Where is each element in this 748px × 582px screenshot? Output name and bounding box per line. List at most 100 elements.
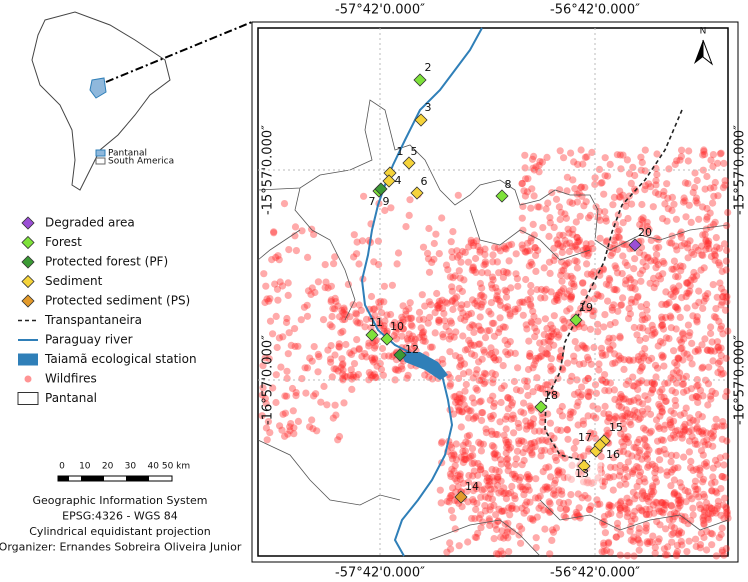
- wildfire-dot: [452, 398, 460, 407]
- wildfire-dot: [431, 309, 439, 317]
- wildfire-dot: [303, 364, 312, 372]
- scale-label: 0: [59, 462, 65, 472]
- wildfire-dot: [609, 360, 617, 368]
- wildfire-dot: [627, 421, 635, 429]
- wildfire-dot: [525, 352, 534, 360]
- wildfire-dot: [438, 355, 446, 363]
- wildfire-dot: [608, 304, 616, 312]
- wildfire-dot: [490, 332, 498, 340]
- wildfire-dot: [448, 287, 456, 295]
- wildfire-dot: [707, 504, 715, 512]
- wildfire-dot: [641, 441, 649, 449]
- wildfire-dot: [504, 306, 512, 314]
- wildfire-dot: [566, 239, 574, 247]
- wildfire-dot: [717, 485, 725, 493]
- wildfire-dot: [488, 284, 496, 292]
- wildfire-dot: [655, 535, 663, 543]
- wildfire-dot: [465, 310, 473, 318]
- wildfire-dot: [647, 487, 655, 496]
- wildfire-dot: [628, 284, 636, 292]
- wildfire-dot: [472, 254, 480, 263]
- wildfire-dot: [583, 153, 591, 161]
- wildfire-dot: [284, 430, 292, 438]
- wildfire-dot: [684, 180, 692, 188]
- wildfire-dot: [481, 251, 489, 259]
- wildfire-dot: [601, 529, 610, 537]
- wildfire-dot: [540, 264, 548, 272]
- wildfire-dot: [662, 313, 670, 322]
- wildfire-dot: [502, 438, 510, 446]
- wildfire-dot: [641, 186, 649, 194]
- wildfire-dot: [677, 345, 685, 353]
- wildfire-dot: [706, 184, 715, 192]
- wildfire-dot: [461, 447, 469, 455]
- wildfire-dot: [434, 301, 442, 309]
- wildfire-dot: [352, 373, 360, 381]
- wildfire-dot: [659, 325, 668, 333]
- wildfire-dot: [314, 350, 322, 358]
- wildfire-dot: [487, 415, 495, 423]
- point-marker: [410, 186, 424, 200]
- wildfire-dot: [616, 193, 625, 201]
- wildfire-dot: [706, 503, 714, 511]
- wildfire-dot: [362, 353, 370, 361]
- wildfire-dot: [466, 323, 474, 332]
- wildfire-dot: [537, 352, 546, 360]
- wildfire-dot: [462, 438, 470, 446]
- wildfire-dot: [584, 447, 593, 455]
- wildfire-dot: [380, 322, 388, 330]
- wildfire-dot: [646, 279, 654, 287]
- wildfire-dot: [573, 233, 581, 242]
- wildfire-dot: [504, 393, 512, 402]
- wildfire-dot: [445, 498, 453, 506]
- wildfire-dot: [446, 494, 454, 502]
- wildfire-dot: [700, 512, 708, 520]
- wildfire-dot: [699, 490, 708, 498]
- point-label: 8: [505, 178, 512, 191]
- wildfire-dot: [678, 431, 686, 439]
- wildfire-dot: [657, 508, 666, 516]
- wildfire-dot: [701, 335, 709, 343]
- wildfire-dot: [558, 287, 566, 295]
- wildfire-dot: [489, 276, 497, 284]
- wildfire-dot: [495, 489, 503, 497]
- wildfire-dot: [271, 280, 279, 288]
- wildfire-dot: [637, 166, 645, 174]
- wildfire-dot: [644, 253, 652, 261]
- wildfire-dot: [573, 190, 581, 198]
- wildfire-dot: [484, 481, 492, 490]
- wildfire-dot: [270, 228, 278, 236]
- wildfire-dot: [421, 371, 429, 379]
- wildfire-dot: [548, 536, 556, 545]
- wildfire-dot: [597, 462, 605, 470]
- wildfire-dot: [606, 548, 615, 556]
- wildfire-dot: [682, 498, 690, 506]
- wildfire-dot: [526, 446, 534, 454]
- wildfire-dot: [478, 284, 486, 292]
- wildfire-dot: [530, 192, 538, 200]
- wildfire-dot: [490, 354, 498, 362]
- wildfire-dot: [704, 441, 712, 449]
- wildfire-dot: [564, 473, 572, 481]
- wildfire-dot: [369, 338, 377, 347]
- wildfire-dot: [718, 546, 726, 555]
- legend-label: Forest: [45, 235, 82, 249]
- wildfire-dot: [258, 391, 266, 399]
- wildfire-dot: [517, 408, 525, 416]
- wildfire-dot: [535, 168, 543, 176]
- wildfire-dot: [689, 188, 697, 196]
- wildfire-dot: [537, 285, 546, 294]
- wildfire-dot: [494, 473, 502, 481]
- wildfire-dot: [685, 537, 693, 545]
- wildfire-dot: [691, 482, 699, 490]
- wildfire-dot: [667, 290, 675, 298]
- wildfire-dot: [481, 378, 489, 386]
- wildfire-dot: [698, 364, 706, 372]
- wildfire-dot: [552, 295, 561, 303]
- wildfire-dot: [467, 309, 475, 317]
- wildfire-dot: [470, 459, 478, 467]
- wildfire-dot: [637, 277, 645, 285]
- wildfire-dot: [630, 265, 638, 273]
- wildfire-dot: [643, 314, 652, 322]
